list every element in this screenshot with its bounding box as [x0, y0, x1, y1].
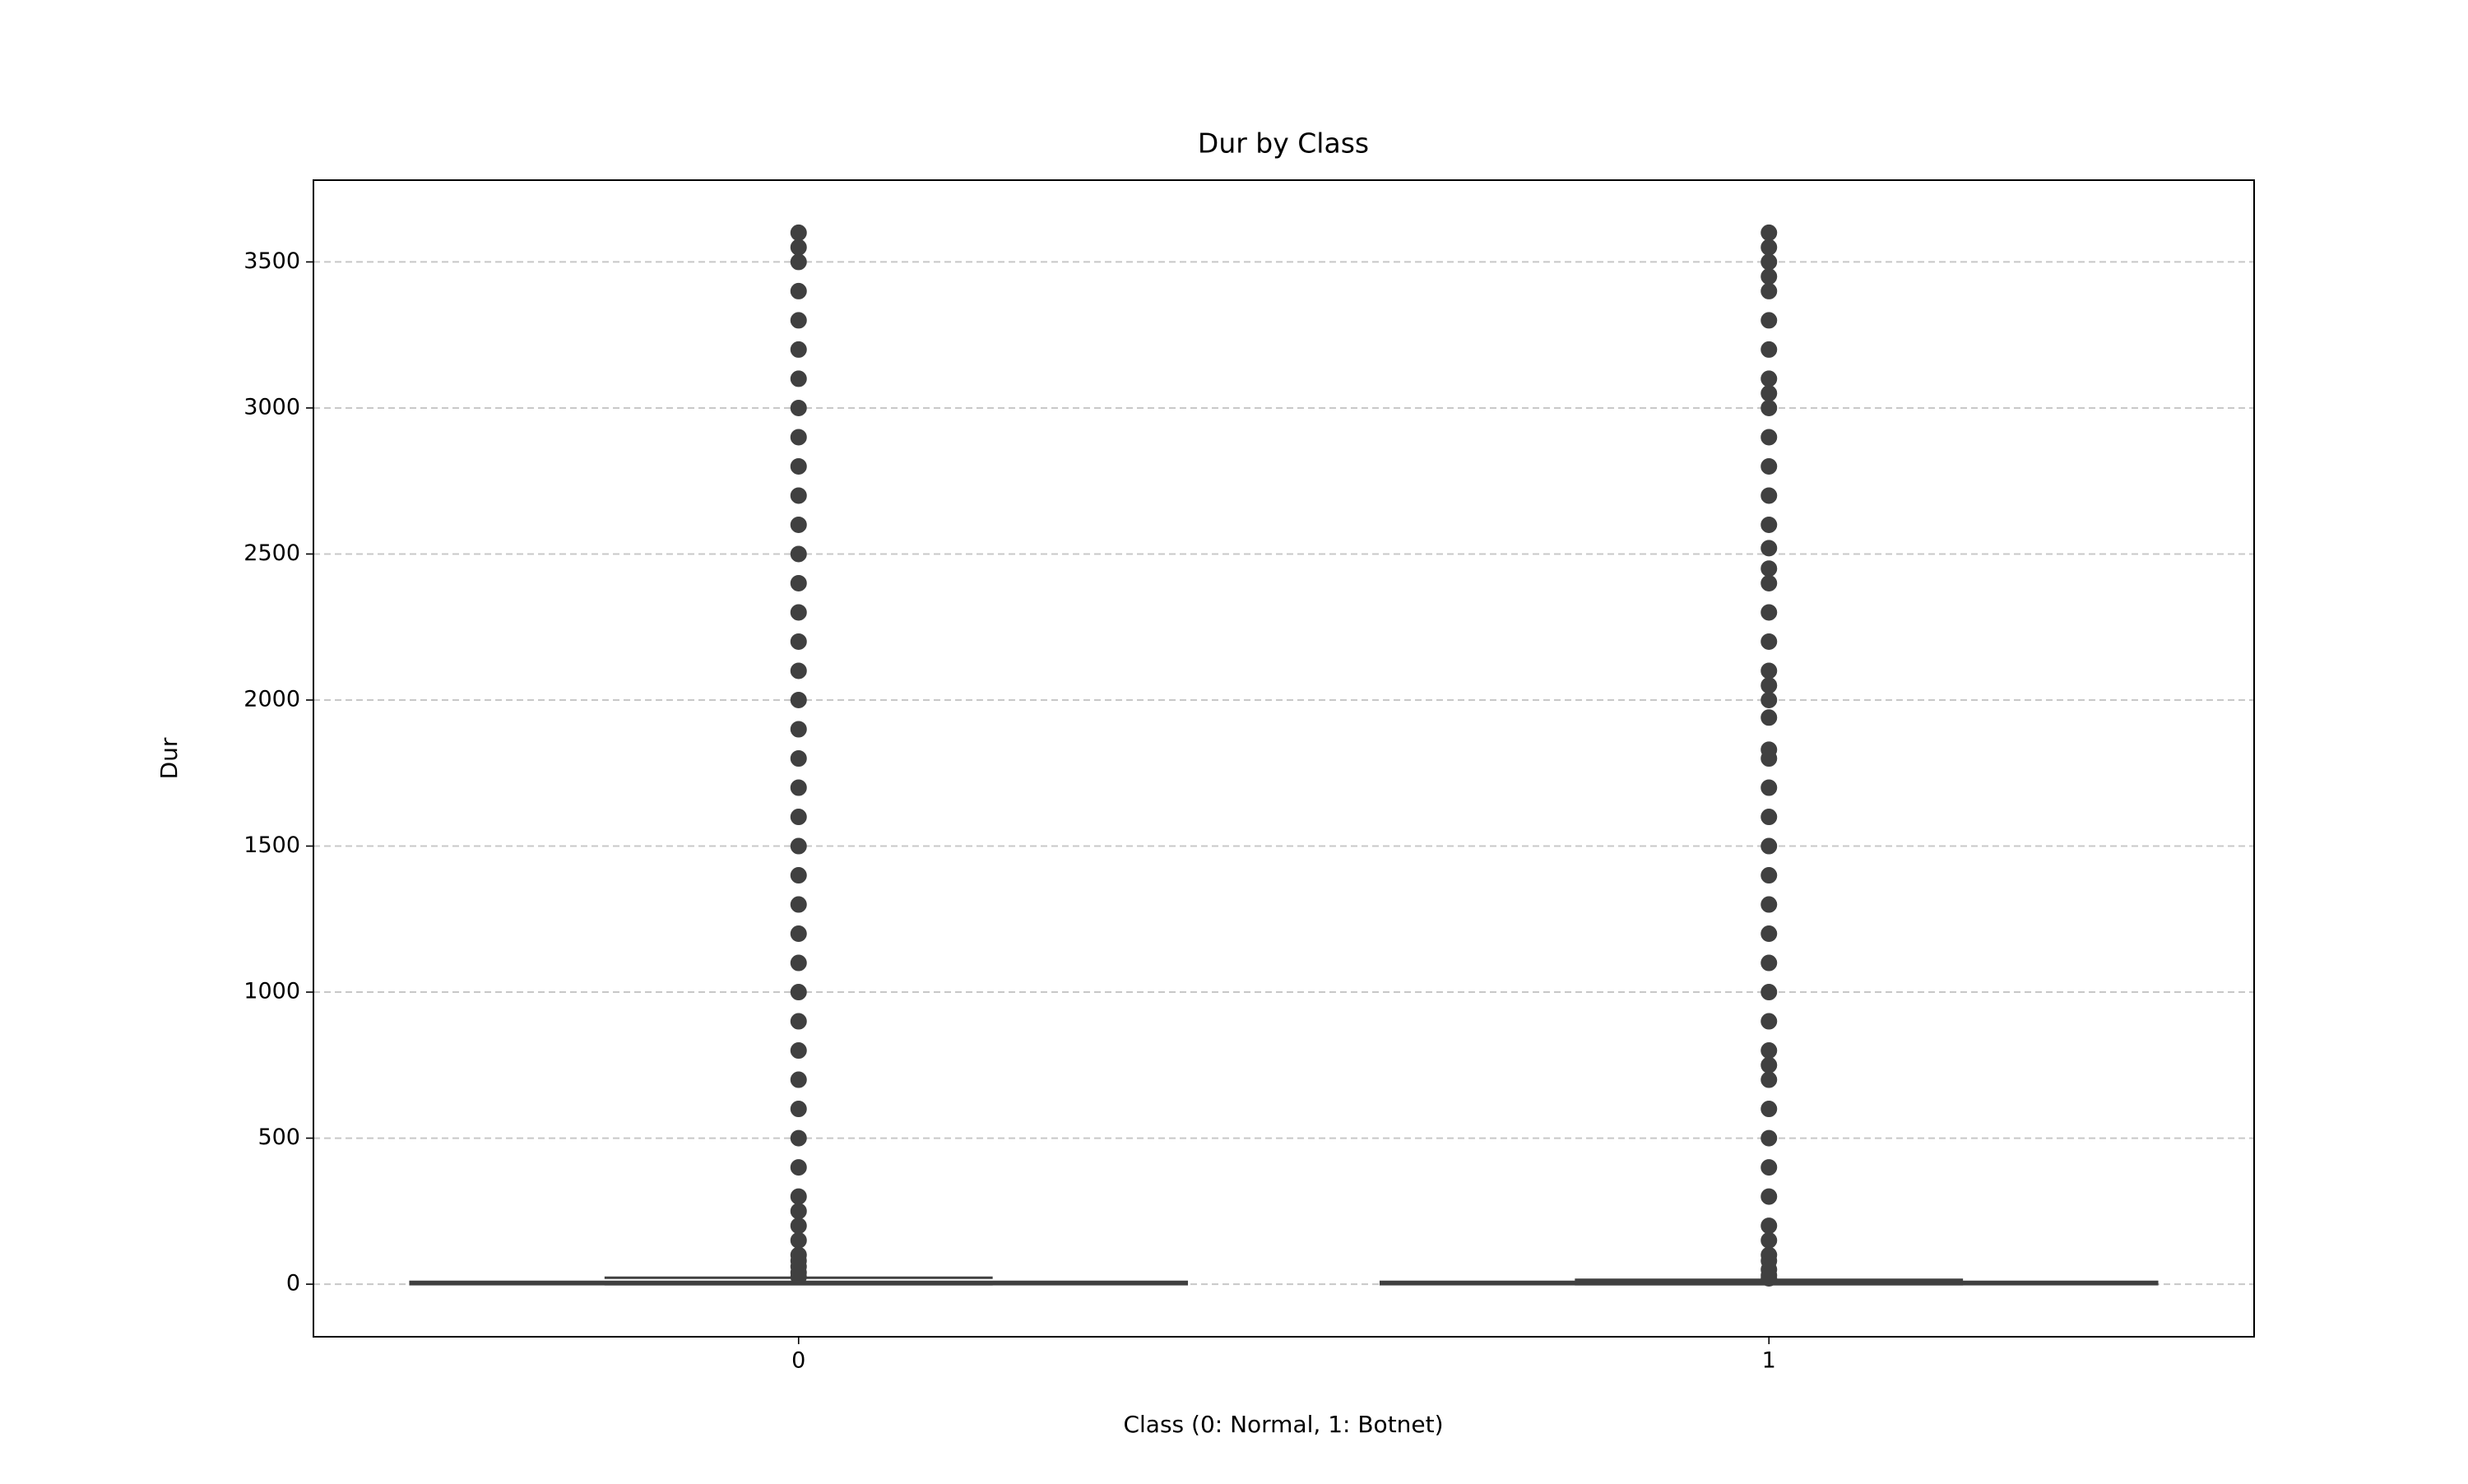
y-tick-label: 500	[257, 1125, 300, 1150]
x-axis-label: Class (0: Normal, 1: Botnet)	[1123, 1411, 1443, 1438]
outlier	[790, 429, 807, 446]
outlier	[790, 282, 807, 299]
plot-frame	[313, 179, 2255, 1338]
outlier	[790, 312, 807, 329]
outlier	[790, 867, 807, 884]
outlier	[1761, 604, 1778, 621]
y-tick-label: 0	[286, 1271, 300, 1296]
outlier	[790, 633, 807, 650]
outlier	[1761, 1071, 1778, 1088]
outlier	[790, 779, 807, 796]
outlier	[790, 604, 807, 621]
y-tick-label: 3500	[244, 248, 300, 274]
outlier	[1761, 1042, 1778, 1060]
y-tick-label: 1000	[244, 979, 300, 1004]
outlier	[790, 1159, 807, 1176]
chart-title: Dur by Class	[1198, 128, 1369, 160]
x-tick-label: 0	[791, 1348, 805, 1374]
outlier	[1761, 560, 1778, 577]
outlier	[1761, 741, 1778, 758]
outlier	[790, 1042, 807, 1060]
outlier	[1761, 809, 1778, 826]
outlier	[790, 399, 807, 416]
outlier	[790, 662, 807, 679]
outlier	[790, 487, 807, 504]
outlier	[1761, 1217, 1778, 1235]
outlier	[790, 341, 807, 358]
outlier	[1761, 779, 1778, 796]
outlier	[1761, 341, 1778, 358]
outlier	[1761, 677, 1778, 694]
outlier	[1761, 925, 1778, 943]
outlier	[790, 1013, 807, 1030]
outlier	[790, 837, 807, 855]
outlier	[790, 721, 807, 738]
x-tick-label: 1	[1762, 1348, 1776, 1374]
outlier	[790, 896, 807, 913]
outlier	[1761, 691, 1778, 708]
outlier	[790, 1071, 807, 1088]
outlier	[1761, 268, 1778, 285]
outlier	[1761, 370, 1778, 387]
outlier	[790, 370, 807, 387]
outlier	[1761, 709, 1778, 726]
outlier	[1761, 1101, 1778, 1118]
outlier	[1761, 662, 1778, 679]
outlier	[790, 239, 807, 256]
y-tick-label: 1500	[244, 832, 300, 858]
outlier	[1761, 540, 1778, 557]
outlier	[1761, 1159, 1778, 1176]
outlier	[790, 1231, 807, 1249]
outlier	[790, 1188, 807, 1205]
outlier	[790, 809, 807, 826]
outlier	[1761, 239, 1778, 256]
outlier	[1761, 385, 1778, 402]
outlier	[1761, 867, 1778, 884]
outlier	[790, 545, 807, 563]
outlier	[790, 1101, 807, 1118]
outlier	[1761, 1013, 1778, 1030]
outlier	[1761, 224, 1778, 241]
outlier	[1761, 429, 1778, 446]
y-tick-label: 2500	[244, 540, 300, 566]
outlier	[790, 253, 807, 271]
outlier	[1761, 896, 1778, 913]
outlier	[1761, 1231, 1778, 1249]
outlier	[1761, 984, 1778, 1001]
outlier	[1761, 1056, 1778, 1074]
outlier	[1761, 633, 1778, 650]
outlier	[1761, 837, 1778, 855]
outlier	[790, 457, 807, 475]
outlier	[1761, 487, 1778, 504]
outlier	[790, 1129, 807, 1147]
outlier	[790, 750, 807, 767]
outlier	[1761, 282, 1778, 299]
outlier	[1761, 1188, 1778, 1205]
outlier	[790, 1203, 807, 1220]
y-tick-label: 2000	[244, 686, 300, 712]
outlier	[790, 574, 807, 591]
outlier	[790, 1246, 807, 1264]
outlier	[790, 925, 807, 943]
outlier	[790, 1217, 807, 1235]
outlier	[1761, 1246, 1778, 1264]
y-tick-label: 3000	[244, 394, 300, 420]
outlier	[790, 224, 807, 241]
outlier	[790, 691, 807, 708]
outlier	[1761, 312, 1778, 329]
outlier	[1761, 516, 1778, 533]
outlier	[1761, 253, 1778, 271]
y-axis-label: Dur	[155, 737, 183, 779]
outlier	[790, 984, 807, 1001]
outlier	[1761, 574, 1778, 591]
outlier	[790, 954, 807, 972]
outlier	[790, 516, 807, 533]
outlier	[1761, 1129, 1778, 1147]
outlier	[1761, 457, 1778, 475]
outlier	[1761, 954, 1778, 972]
outlier	[1761, 399, 1778, 416]
